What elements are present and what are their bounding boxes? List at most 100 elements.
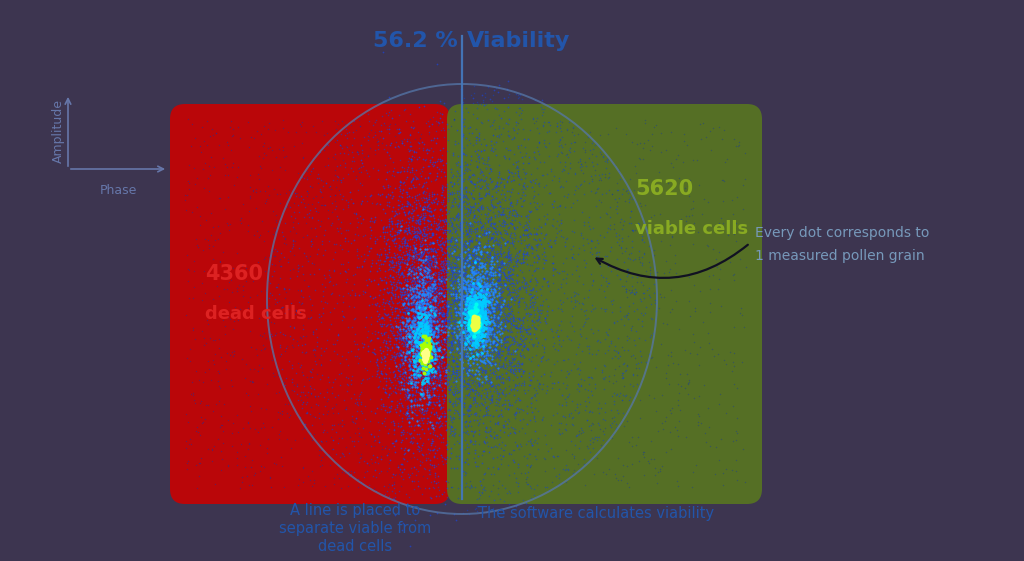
Point [458, 231, 474, 240]
Point [417, 276, 433, 285]
Point [489, 379, 506, 388]
Point [394, 203, 411, 212]
Point [482, 214, 499, 223]
Point [579, 334, 595, 343]
Point [470, 237, 486, 246]
Point [508, 90, 524, 99]
Point [415, 313, 431, 322]
Point [485, 116, 502, 125]
Point [468, 319, 484, 328]
Point [419, 232, 435, 241]
Point [720, 231, 736, 240]
Point [295, 173, 311, 182]
Point [475, 97, 492, 106]
Point [474, 348, 490, 357]
Point [489, 240, 506, 249]
Point [505, 261, 521, 270]
Point [425, 370, 441, 379]
Point [483, 334, 500, 343]
Point [447, 140, 464, 149]
Point [461, 235, 477, 244]
Point [419, 310, 435, 319]
Point [493, 246, 509, 255]
Point [412, 256, 428, 265]
Point [385, 493, 401, 502]
Point [406, 258, 422, 267]
Point [408, 199, 424, 208]
Point [501, 311, 517, 320]
Point [520, 206, 537, 215]
Point [638, 266, 654, 275]
Point [442, 263, 459, 272]
Point [292, 286, 308, 295]
Point [428, 351, 444, 360]
Point [406, 322, 422, 331]
Point [415, 345, 431, 354]
Point [282, 246, 298, 255]
Point [430, 298, 446, 307]
Point [434, 316, 451, 325]
Point [291, 263, 307, 272]
Point [278, 331, 294, 340]
Point [287, 309, 303, 318]
Point [435, 181, 452, 190]
Point [497, 311, 513, 320]
Point [422, 325, 438, 334]
Point [462, 201, 478, 210]
Point [467, 316, 483, 325]
Point [387, 226, 403, 235]
Point [402, 241, 419, 250]
Point [455, 218, 471, 227]
Point [462, 361, 478, 370]
Point [479, 350, 496, 359]
Point [485, 264, 502, 273]
Point [435, 215, 452, 224]
Point [500, 332, 516, 341]
Point [392, 385, 409, 394]
Point [461, 297, 477, 306]
Point [513, 174, 529, 183]
Point [477, 310, 494, 319]
Point [436, 319, 453, 328]
Point [431, 232, 447, 241]
Point [444, 279, 461, 288]
Point [402, 261, 419, 270]
Point [485, 344, 502, 353]
Point [466, 275, 482, 284]
Point [538, 356, 554, 365]
Point [462, 304, 478, 313]
Point [428, 263, 444, 272]
Point [418, 353, 434, 362]
Point [322, 278, 338, 287]
Point [412, 319, 428, 328]
Point [477, 288, 494, 297]
Point [410, 318, 426, 327]
Point [449, 236, 465, 245]
Point [476, 156, 493, 165]
Point [412, 228, 428, 237]
Point [447, 379, 464, 388]
Point [523, 243, 540, 252]
Point [403, 296, 420, 305]
Point [394, 370, 411, 379]
Point [445, 292, 462, 301]
Point [304, 481, 321, 490]
Point [434, 357, 451, 366]
Point [427, 367, 443, 376]
Point [484, 302, 501, 311]
Point [439, 242, 456, 251]
Point [414, 332, 430, 341]
Point [418, 355, 434, 364]
Point [443, 329, 460, 338]
Point [430, 358, 446, 367]
Point [349, 186, 366, 195]
Point [468, 298, 484, 307]
Point [458, 343, 474, 352]
Point [466, 361, 482, 370]
Point [430, 311, 446, 320]
Point [484, 344, 501, 353]
Point [449, 221, 465, 230]
Point [425, 291, 441, 300]
Point [470, 298, 486, 307]
Point [429, 345, 445, 354]
